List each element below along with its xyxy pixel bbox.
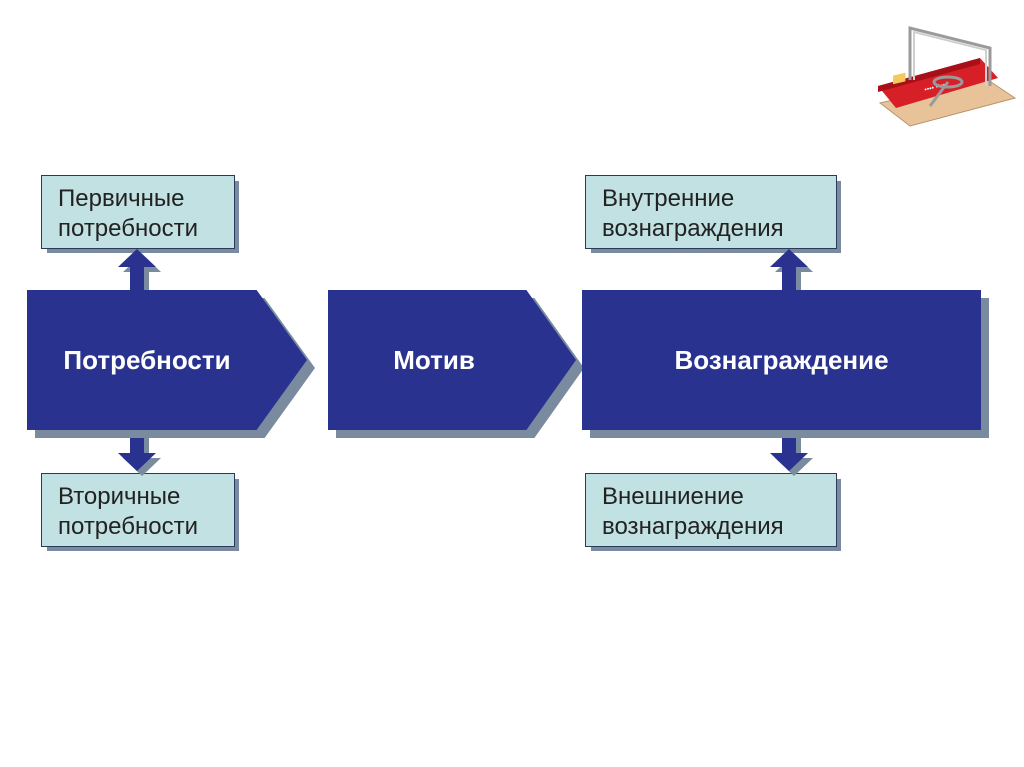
label-internal-rewards-text: Внутренние вознаграждения [602, 185, 784, 242]
block-needs-text: Потребности [63, 345, 230, 376]
label-secondary-needs: Вторичные потребности [41, 473, 233, 545]
diagram-canvas: •••• •••• Первичные потребности Внутренн… [0, 0, 1024, 767]
label-internal-rewards: Внутренние вознаграждения [585, 175, 835, 247]
block-motive-text: Мотив [393, 345, 475, 376]
label-external-rewards: Внешниение вознаграждения [585, 473, 835, 545]
block-motive: Мотив [328, 290, 576, 430]
block-needs: Потребности [27, 290, 307, 430]
block-reward-text: Вознаграждение [674, 345, 888, 376]
label-primary-needs: Первичные потребности [41, 175, 233, 247]
label-primary-needs-text: Первичные потребности [58, 185, 198, 242]
label-secondary-needs-text: Вторичные потребности [58, 483, 198, 540]
block-reward: Вознаграждение [582, 290, 981, 430]
credit-card-trap-icon: •••• •••• [870, 8, 1020, 128]
label-external-rewards-text: Внешниение вознаграждения [602, 483, 784, 540]
